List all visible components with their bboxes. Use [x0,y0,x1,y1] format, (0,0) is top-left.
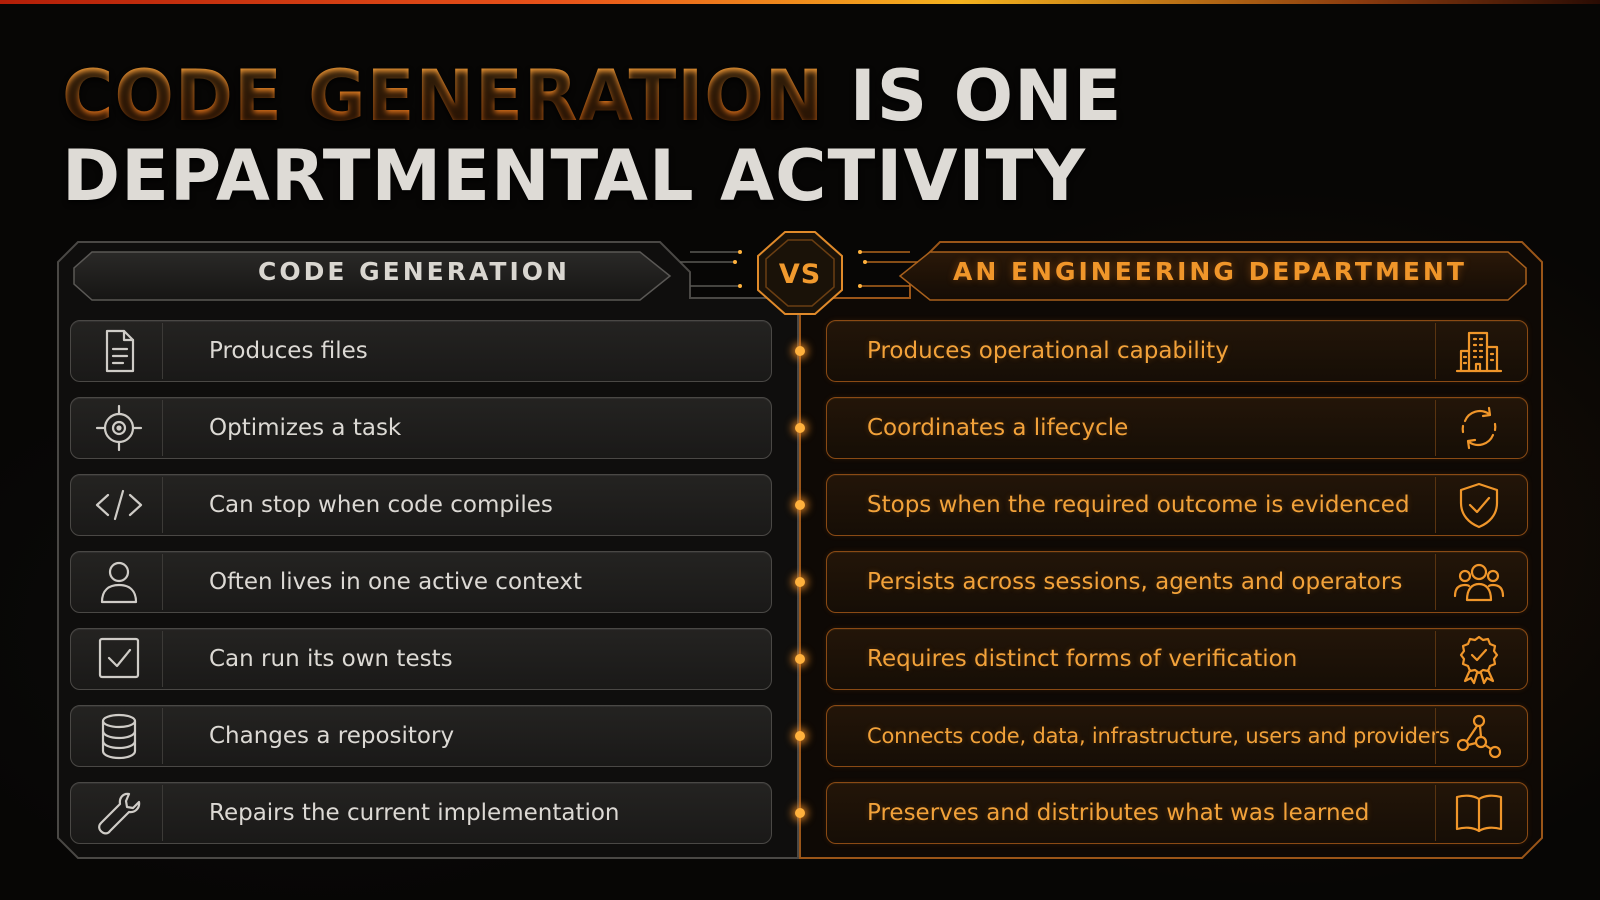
right-row-1: Produces operational capability [826,320,1528,382]
title-rest: IS ONE [824,55,1123,137]
document-icon [89,323,163,379]
right-row-label: Connects code, data, infrastructure, use… [867,724,1450,748]
left-row-1: Produces files [70,320,772,382]
right-row-5: Requires distinct forms of verification [826,628,1528,690]
target-icon [89,400,163,456]
code-icon [89,477,163,533]
left-row-4: Often lives in one active context [70,551,772,613]
left-row-label: Can run its own tests [209,646,453,672]
left-row-7: Repairs the current implementation [70,782,772,844]
database-icon [89,708,163,764]
left-row-label: Can stop when code compiles [209,492,553,518]
checkbox-icon [89,631,163,687]
divider-node [795,731,805,741]
left-panel-heading: CODE GENERATION [258,257,570,286]
right-row-2: Coordinates a lifecycle [826,397,1528,459]
cycle-icon [1435,400,1509,456]
right-panel-heading: AN ENGINEERING DEPARTMENT [953,257,1467,286]
building-icon [1435,323,1509,379]
divider-node [795,346,805,356]
network-icon [1435,708,1509,764]
divider-node [795,423,805,433]
title-accent: CODE GENERATION [62,55,825,137]
divider-node [795,808,805,818]
left-row-label: Produces files [209,338,368,364]
right-row-label: Stops when the required outcome is evide… [867,492,1410,518]
right-row-label: Requires distinct forms of verification [867,646,1298,672]
right-row-7: Preserves and distributes what was learn… [826,782,1528,844]
vs-badge: VS [778,258,822,290]
top-accent-bar [0,0,1600,4]
left-row-2: Optimizes a task [70,397,772,459]
shield-check-icon [1435,477,1509,533]
divider-node [795,500,805,510]
left-row-label: Repairs the current implementation [209,800,620,826]
left-row-label: Often lives in one active context [209,569,582,595]
left-row-6: Changes a repository [70,705,772,767]
book-icon [1435,785,1509,841]
wrench-icon [89,785,163,841]
right-row-label: Preserves and distributes what was learn… [867,800,1370,826]
title-line-1: CODE GENERATION IS ONE [62,56,1122,136]
left-row-5: Can run its own tests [70,628,772,690]
group-icon [1435,554,1509,610]
divider-node [795,577,805,587]
left-row-label: Optimizes a task [209,415,402,441]
left-row-label: Changes a repository [209,723,455,749]
user-icon [89,554,163,610]
right-row-3: Stops when the required outcome is evide… [826,474,1528,536]
right-row-label: Produces operational capability [867,338,1229,364]
right-row-4: Persists across sessions, agents and ope… [826,551,1528,613]
page-title: CODE GENERATION IS ONE DEPARTMENTAL ACTI… [62,56,1122,216]
left-row-3: Can stop when code compiles [70,474,772,536]
award-icon [1435,631,1509,687]
right-row-6: Connects code, data, infrastructure, use… [826,705,1528,767]
divider-node [795,654,805,664]
title-line-2: DEPARTMENTAL ACTIVITY [62,135,1087,217]
right-row-label: Persists across sessions, agents and ope… [867,569,1403,595]
right-row-label: Coordinates a lifecycle [867,415,1129,441]
